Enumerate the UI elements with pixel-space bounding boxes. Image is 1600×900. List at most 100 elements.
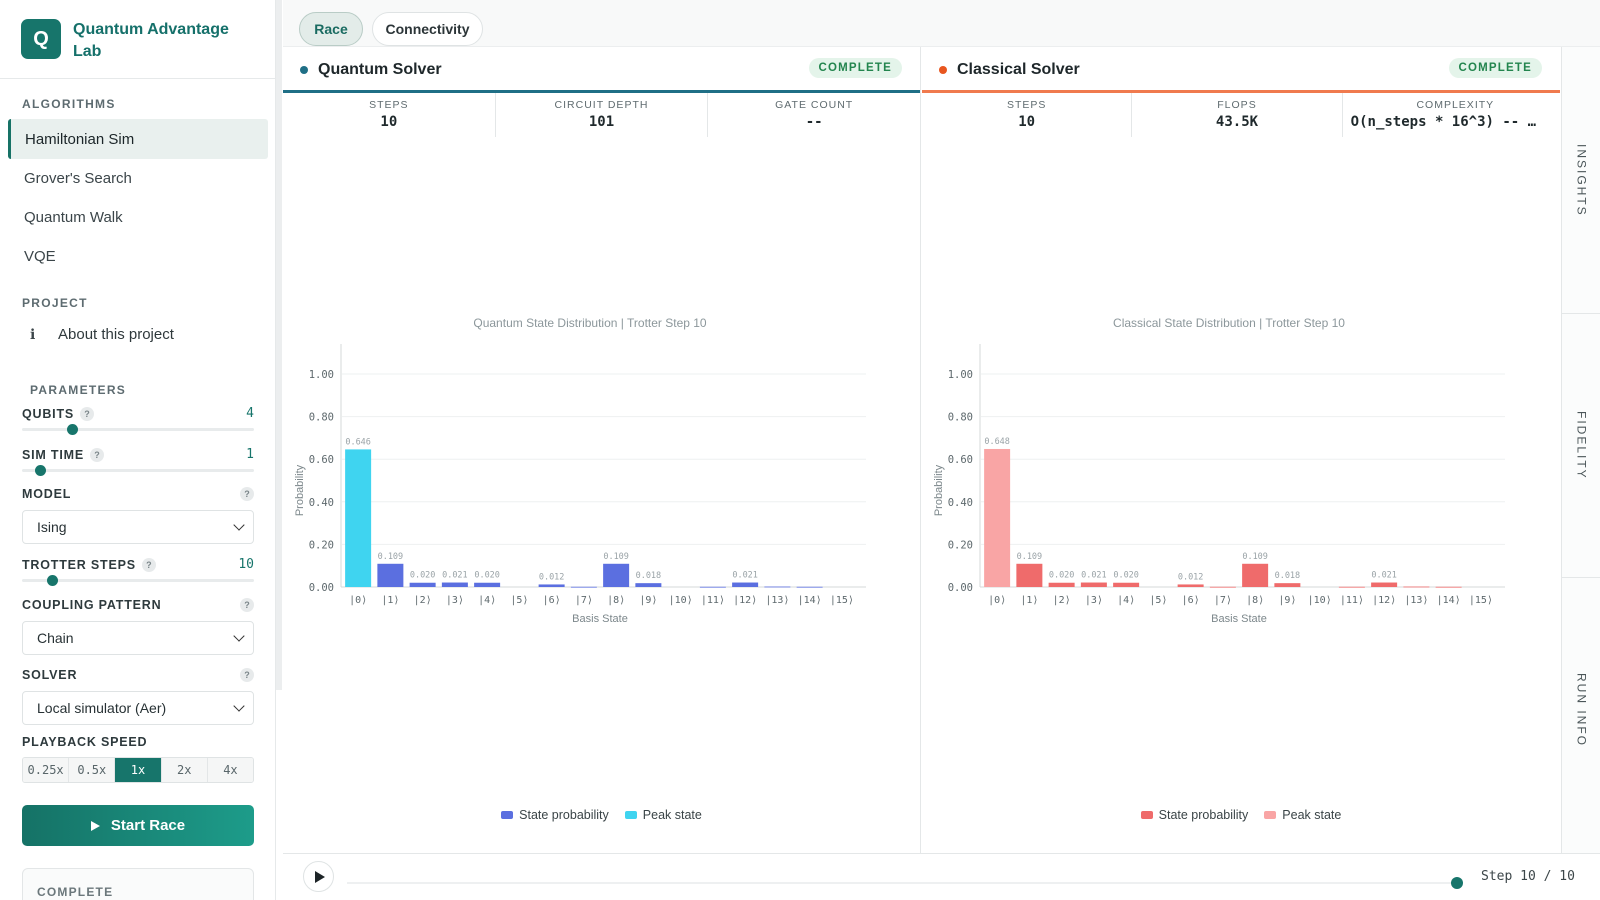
trotter-steps-slider-handle[interactable] xyxy=(47,575,58,586)
brand-title: Quantum Advantage Lab xyxy=(73,21,229,60)
model-label: MODEL xyxy=(22,487,72,501)
legend-item-peak-state[interactable]: Peak state xyxy=(1264,808,1341,822)
rail-tab-label: RUN INFO xyxy=(1574,672,1589,747)
speed-option-0-5x[interactable]: 0.5x xyxy=(69,758,116,782)
solver-selected-value: Local simulator (Aer) xyxy=(37,700,167,716)
divider xyxy=(0,78,276,79)
y-tick-label: 0.60 xyxy=(948,454,973,466)
help-icon[interactable]: ? xyxy=(141,557,156,572)
sidebar-item-vqe[interactable]: VQE xyxy=(24,247,56,265)
bar-9 xyxy=(635,583,662,587)
sim-time-slider-handle[interactable] xyxy=(35,465,46,476)
qubits-slider[interactable] xyxy=(22,424,254,435)
rail-tab-insights[interactable]: INSIGHTS xyxy=(1562,47,1600,313)
brand[interactable]: Q Quantum Advantage Lab xyxy=(21,19,243,63)
model-select[interactable]: Ising xyxy=(22,510,254,544)
y-axis-label: Probability xyxy=(933,464,945,516)
rail-tab-fidelity[interactable]: FIDELITY xyxy=(1562,314,1600,577)
data-label: 0.109 xyxy=(1242,552,1268,562)
start-race-label: Start Race xyxy=(110,817,186,834)
quantum-accent-bar xyxy=(283,90,920,93)
sim-time-label: SIM TIME xyxy=(22,447,84,462)
tab-race[interactable]: Race xyxy=(299,12,363,46)
x-tick-label: |1⟩ xyxy=(1020,595,1038,606)
sidebar-scrollbar[interactable] xyxy=(276,0,282,690)
sidebar-item-grovers-search[interactable]: Grover's Search xyxy=(24,169,132,187)
stat-gate-count: GATE COUNT -- xyxy=(708,93,920,137)
rail-tab-run-info[interactable]: RUN INFO xyxy=(1562,578,1600,841)
parameters-section-label: PARAMETERS xyxy=(30,383,127,397)
bar-3 xyxy=(1080,582,1107,587)
qubits-value: 4 xyxy=(246,406,254,421)
bar-14 xyxy=(1435,586,1462,588)
help-icon[interactable]: ? xyxy=(240,598,254,612)
sim-time-slider[interactable] xyxy=(22,465,254,476)
stat-flops: FLOPS 43.5K xyxy=(1132,93,1343,137)
solver-row: SOLVER ? xyxy=(22,668,254,682)
x-tick-label: |0⟩ xyxy=(988,595,1006,606)
help-icon[interactable]: ? xyxy=(80,406,95,421)
coupling-pattern-select[interactable]: Chain xyxy=(22,621,254,655)
bar-2 xyxy=(409,582,436,587)
qubits-row: QUBITS? 4 xyxy=(22,406,254,421)
legend-item-state-probability[interactable]: State probability xyxy=(501,808,609,822)
legend-label: Peak state xyxy=(642,808,702,822)
right-rail: INSIGHTS FIDELITY RUN INFO xyxy=(1561,47,1600,853)
bar-1 xyxy=(377,563,404,587)
chart-title: Classical State Distribution | Trotter S… xyxy=(1113,316,1345,330)
play-button[interactable] xyxy=(303,861,334,892)
model-row: MODEL ? xyxy=(22,487,254,501)
stat-value: 101 xyxy=(588,114,615,130)
x-tick-label: |7⟩ xyxy=(1214,595,1232,606)
x-tick-label: |8⟩ xyxy=(1246,595,1264,606)
chevron-down-icon xyxy=(233,519,245,531)
stat-value: 10 xyxy=(380,114,398,130)
x-tick-label: |15⟩ xyxy=(1469,595,1493,606)
start-race-button[interactable]: Start Race xyxy=(22,805,254,846)
bar-11 xyxy=(1338,586,1365,588)
sidebar-item-hamiltonian-sim[interactable]: Hamiltonian Sim xyxy=(8,119,268,159)
legend-label: State probability xyxy=(519,808,609,822)
bar-13 xyxy=(764,586,791,588)
x-tick-label: |2⟩ xyxy=(1053,595,1071,606)
speed-option-4x[interactable]: 4x xyxy=(207,758,253,782)
project-section-label: PROJECT xyxy=(22,296,88,310)
solver-select[interactable]: Local simulator (Aer) xyxy=(22,691,254,725)
play-icon xyxy=(90,820,100,831)
stat-value: 10 xyxy=(1018,114,1036,130)
legend-item-state-probability[interactable]: State probability xyxy=(1140,808,1248,822)
help-icon[interactable]: ? xyxy=(89,447,104,462)
trotter-steps-slider[interactable] xyxy=(22,575,254,586)
help-icon[interactable]: ? xyxy=(240,668,254,682)
data-label: 0.020 xyxy=(1113,571,1139,581)
bar-3 xyxy=(441,582,468,587)
bar-0 xyxy=(984,448,1011,587)
about-project-link[interactable]: ℹ About this project xyxy=(30,326,174,343)
playback-scrubber[interactable] xyxy=(347,882,1451,884)
speed-option-2x[interactable]: 2x xyxy=(161,758,208,782)
x-tick-label: |5⟩ xyxy=(510,595,528,606)
step-counter: Step 10 / 10 xyxy=(1481,869,1575,884)
solver-label: SOLVER xyxy=(22,668,78,682)
legend-item-peak-state[interactable]: Peak state xyxy=(624,808,702,822)
x-tick-label: |8⟩ xyxy=(607,595,625,606)
speed-option-0-25x[interactable]: 0.25x xyxy=(23,758,70,782)
stat-label: STEPS xyxy=(1006,99,1047,111)
bar-6 xyxy=(538,584,565,587)
x-tick-label: |13⟩ xyxy=(1404,595,1428,606)
qubits-slider-handle[interactable] xyxy=(67,424,78,435)
x-tick-label: |10⟩ xyxy=(669,595,693,606)
legend-swatch xyxy=(624,811,637,819)
playback-scrubber-handle[interactable] xyxy=(1451,877,1463,889)
coupling-pattern-row: COUPLING PATTERN ? xyxy=(22,598,254,612)
speed-option-1x[interactable]: 1x xyxy=(115,758,162,782)
trotter-steps-row: TROTTER STEPS? 10 xyxy=(22,557,254,572)
stat-steps: STEPS 10 xyxy=(922,93,1133,137)
stat-value: -- xyxy=(805,114,823,130)
sidebar-item-quantum-walk[interactable]: Quantum Walk xyxy=(24,208,123,226)
chevron-down-icon xyxy=(233,630,245,642)
help-icon[interactable]: ? xyxy=(240,487,254,501)
x-tick-label: |3⟩ xyxy=(446,595,464,606)
tab-connectivity[interactable]: Connectivity xyxy=(372,12,483,46)
x-axis-label: Basis State xyxy=(572,613,628,625)
